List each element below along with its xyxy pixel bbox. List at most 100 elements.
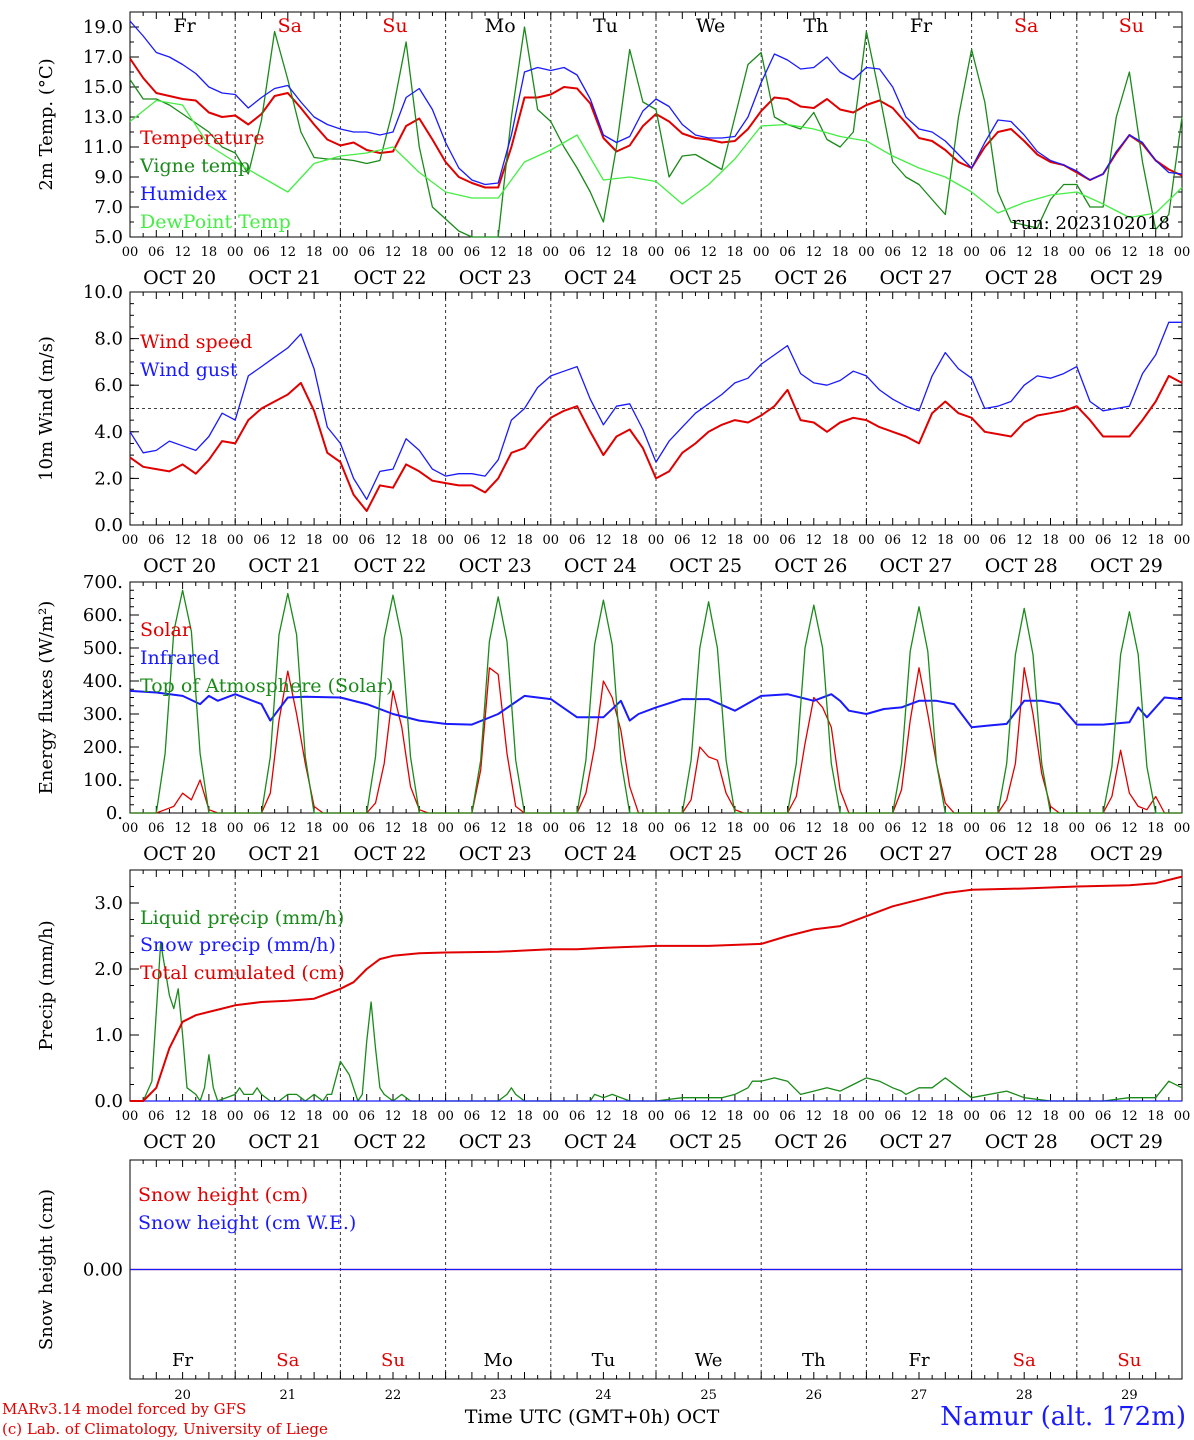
chart-panel-2: 0.0 2.0 4.0 6.0 8.0 10.0 10m Wind (m/s) 00 06 12 1… (36, 282, 1190, 577)
date-label: OCT 28 (985, 555, 1058, 577)
hour-tick-label: 18 (1147, 245, 1164, 260)
legend-label: Vigne temp (139, 155, 250, 177)
date-label: OCT 25 (669, 1131, 742, 1153)
lab-credit: (c) Lab. of Climatology, University of L… (2, 1420, 328, 1438)
legend-label: Top of Atmosphere (Solar) (140, 675, 393, 697)
legend-label: Total cumulated (cm) (140, 962, 345, 984)
hour-tick-label: 00 (858, 821, 875, 836)
y-tick-label: 10.0 (83, 282, 123, 303)
hour-tick-label: 18 (937, 533, 954, 548)
hour-tick-label: 00 (963, 245, 980, 260)
day-name: Su (1117, 1350, 1141, 1371)
date-label: OCT 21 (248, 267, 321, 289)
hour-tick-label: 12 (385, 821, 402, 836)
date-label: OCT 23 (459, 555, 532, 577)
date-label: OCT 28 (985, 267, 1058, 289)
hour-tick-label: 00 (753, 533, 770, 548)
y-tick-label: 0.00 (83, 1260, 123, 1281)
y-tick-label: 400. (83, 671, 123, 692)
date-label: OCT 23 (459, 843, 532, 865)
hour-tick-label: 06 (358, 533, 375, 548)
day-name: Su (382, 15, 407, 37)
hour-tick-label: 06 (464, 245, 481, 260)
hour-tick-label: 00 (1069, 245, 1086, 260)
hour-tick-label: 00 (332, 821, 349, 836)
series-line-wind-gust (129, 321, 1182, 501)
hour-tick-label: 18 (306, 245, 323, 260)
day-number: 25 (700, 1388, 717, 1403)
hour-tick-label: 06 (884, 1109, 901, 1124)
series-line-dewpoint-temp (129, 99, 1183, 219)
hour-tick-label: 18 (621, 821, 638, 836)
hour-tick-label: 12 (1121, 533, 1138, 548)
day-number: 24 (595, 1388, 612, 1403)
hour-tick-label: 00 (227, 821, 244, 836)
hour-tick-label: 00 (543, 1109, 560, 1124)
hour-tick-label: 12 (280, 821, 297, 836)
date-label: OCT 26 (774, 843, 847, 865)
date-label: OCT 25 (669, 267, 742, 289)
chart-panel-4: 0.0 1.0 2.0 3.0 Precip (mm/h) 00 06 12 18 OCT 20 0… (36, 869, 1190, 1153)
date-label: OCT 24 (564, 555, 637, 577)
date-label: OCT 28 (985, 1131, 1058, 1153)
hour-tick-label: 06 (779, 1109, 796, 1124)
plot-frame (129, 11, 1183, 238)
hour-tick-label: 00 (963, 821, 980, 836)
legend-label: Liquid precip (mm/h) (140, 907, 344, 929)
hour-tick-label: 06 (1095, 533, 1112, 548)
hour-tick-label: 06 (1095, 821, 1112, 836)
hour-tick-label: 06 (569, 245, 586, 260)
run-annotation: run: 2023102018 (1012, 213, 1170, 234)
y-axis-label: 10m Wind (m/s) (36, 336, 57, 481)
day-number: 28 (1016, 1388, 1033, 1403)
hour-tick-label: 06 (674, 533, 691, 548)
hour-tick-label: 00 (1069, 1109, 1086, 1124)
hour-tick-label: 06 (148, 533, 165, 548)
day-name: Sa (1014, 15, 1038, 37)
date-label: OCT 27 (879, 267, 952, 289)
date-label: OCT 20 (143, 843, 216, 865)
day-number: 23 (490, 1388, 507, 1403)
hour-tick-label: 12 (1121, 821, 1138, 836)
hour-tick-label: 06 (674, 245, 691, 260)
date-label: OCT 25 (669, 555, 742, 577)
legend-label: Wind speed (140, 331, 252, 353)
hour-tick-label: 12 (595, 245, 612, 260)
date-label: OCT 29 (1090, 267, 1163, 289)
day-number: 21 (280, 1388, 297, 1403)
hour-tick-label: 18 (1042, 821, 1059, 836)
y-tick-label: 500. (83, 638, 123, 659)
hour-tick-label: 06 (569, 821, 586, 836)
y-tick-label: 3.0 (94, 893, 123, 914)
legend-label: Infrared (140, 647, 220, 669)
hour-tick-label: 00 (858, 245, 875, 260)
hour-tick-label: 18 (937, 821, 954, 836)
day-name: Fr (172, 1350, 193, 1371)
y-tick-label: 7.0 (94, 197, 123, 218)
hour-tick-label: 00 (543, 245, 560, 260)
model-credit: MARv3.14 model forced by GFS (2, 1400, 247, 1418)
hour-tick-label: 06 (884, 821, 901, 836)
hour-tick-label: 18 (937, 1109, 954, 1124)
legend-label: Snow height (cm) (138, 1184, 308, 1206)
hour-tick-label: 12 (595, 1109, 612, 1124)
day-number: 26 (806, 1388, 823, 1403)
hour-tick-label: 12 (700, 245, 717, 260)
hour-tick-label: 06 (990, 1109, 1007, 1124)
hour-tick-label: 06 (253, 1109, 270, 1124)
hour-tick-label: 12 (490, 821, 507, 836)
hour-tick-label: 18 (621, 1109, 638, 1124)
hour-tick-label: 12 (595, 533, 612, 548)
date-label: OCT 24 (564, 1131, 637, 1153)
y-tick-label: 5.0 (94, 227, 123, 248)
legend-label: Wind gust (140, 359, 238, 381)
hour-tick-label: 00 (437, 245, 454, 260)
hour-tick-label: 06 (884, 245, 901, 260)
hour-tick-label: 06 (464, 821, 481, 836)
date-label: OCT 29 (1090, 843, 1163, 865)
hour-tick-label: 18 (621, 533, 638, 548)
hour-tick-label: 00 (543, 533, 560, 548)
hour-tick-label: 00 (227, 533, 244, 548)
hour-tick-label: 00 (753, 821, 770, 836)
